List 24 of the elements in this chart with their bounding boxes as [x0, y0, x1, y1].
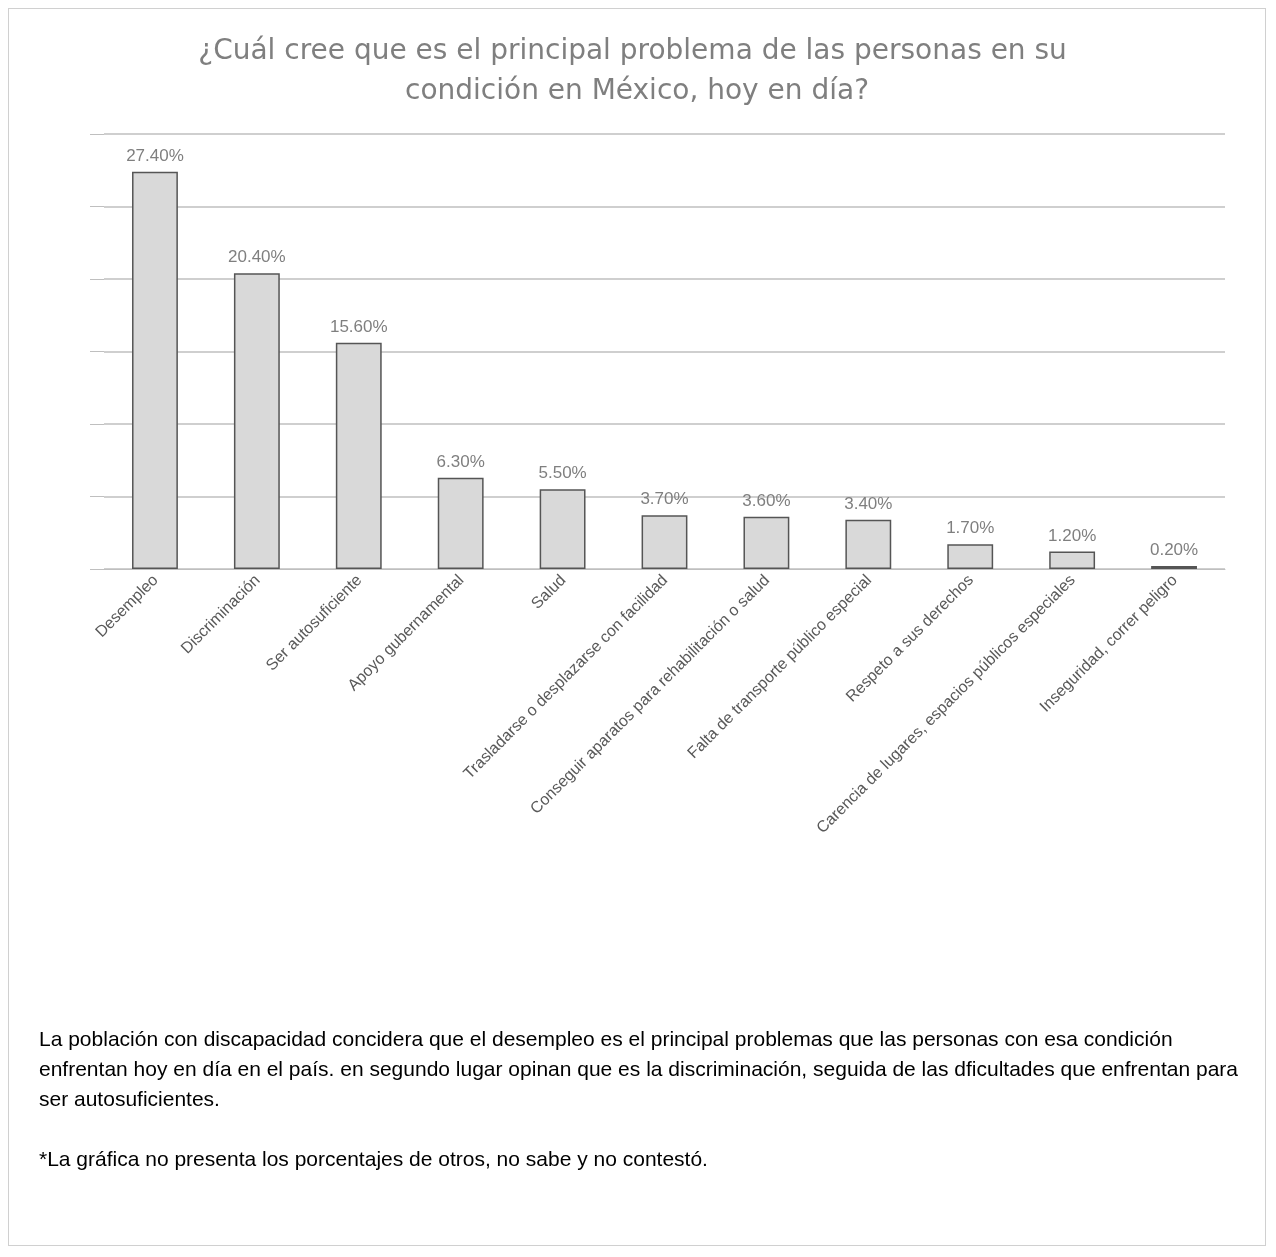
- data-label: 3.40%: [844, 493, 893, 513]
- data-label: 20.40%: [228, 247, 286, 267]
- data-label: 3.70%: [640, 489, 689, 509]
- bar: [132, 171, 178, 569]
- bar: [437, 477, 484, 569]
- bar: [233, 273, 280, 569]
- bar: [335, 342, 382, 569]
- data-label: 15.60%: [329, 316, 388, 336]
- text: *La gráfica no presenta los porcentajes de otros, no sabe y no contestó.: [39, 1146, 709, 1172]
- data-label: 5.50%: [538, 463, 587, 483]
- chart-title: ¿Cuál cree que es el principal problema de las personas en su condición en México, hoy en día?: [198, 32, 1076, 106]
- data-label: 3.60%: [742, 490, 791, 510]
- bar: [947, 544, 994, 569]
- bar: [539, 489, 586, 569]
- data-label: 1.70%: [946, 518, 995, 538]
- bar: [641, 515, 688, 569]
- data-label: 27.40%: [126, 145, 184, 165]
- bar: [743, 516, 790, 569]
- data-label: 6.30%: [436, 451, 485, 471]
- text: La población con discapacidad concidera que el desempleo es el principal problemas que las personas con esa condición enfrentan hoy en día en el país. en segundo lugar opinan que es la discriminación, seguida de las dficultades que enfrentan para ser autosuficientes.: [39, 1026, 1239, 1112]
- data-label: 0.20%: [1149, 540, 1199, 560]
- data-label: 1.20%: [1048, 525, 1097, 545]
- bar: [1049, 551, 1096, 569]
- bar: [845, 519, 892, 569]
